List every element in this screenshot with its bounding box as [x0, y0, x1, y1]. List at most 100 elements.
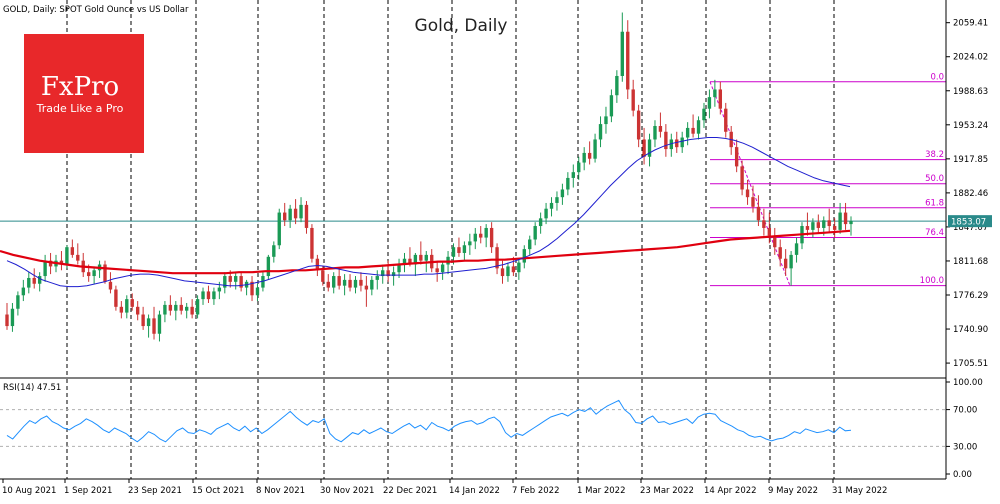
candle-body: [326, 281, 330, 288]
candle-body: [119, 306, 124, 313]
candle: [528, 235, 532, 255]
candle-body: [533, 226, 537, 240]
candle: [326, 274, 330, 292]
candle-body: [174, 304, 178, 311]
candle-body: [157, 314, 162, 334]
y-tick-label: 1776.29: [953, 291, 988, 301]
candle: [582, 147, 586, 171]
x-tick-label: 7 Feb 2022: [512, 486, 560, 496]
candle-body: [424, 254, 428, 261]
candle-body: [168, 304, 173, 311]
candle-body: [849, 221, 853, 225]
fxpro-logo: FxPro Trade Like a Pro: [24, 34, 144, 153]
candle-body: [549, 202, 554, 209]
candle: [255, 283, 260, 302]
candle-body: [76, 254, 80, 261]
current-price-box: [948, 215, 992, 228]
candle: [419, 241, 423, 265]
candle-body: [500, 268, 505, 277]
candle-body: [522, 249, 526, 263]
candle: [653, 120, 657, 148]
logo-background: [24, 34, 144, 153]
rsi-tick-label: 0.00: [953, 470, 972, 480]
candle-body: [816, 222, 821, 228]
candle: [849, 216, 853, 236]
candle: [740, 160, 744, 196]
candle: [239, 272, 243, 292]
candle-body: [805, 226, 810, 230]
candle: [615, 70, 619, 103]
candlestick-series: [5, 12, 853, 342]
candle: [479, 226, 483, 244]
candle: [435, 260, 439, 282]
candle: [288, 204, 292, 228]
candle: [838, 202, 842, 234]
candle-body: [653, 126, 657, 140]
candle: [609, 89, 614, 123]
candle-body: [843, 212, 848, 225]
fibonacci-retracement: 0.0 38.2 50.0 61.8 76.4 100.0: [709, 72, 946, 287]
candle: [212, 287, 216, 305]
candle: [685, 122, 690, 146]
candle: [577, 156, 581, 180]
candle-body: [713, 89, 717, 98]
candle-body: [675, 139, 679, 148]
fib-level-label: 50.0: [925, 174, 944, 184]
candle-body: [609, 95, 614, 117]
candle-body: [538, 218, 543, 227]
candle: [92, 266, 96, 284]
candle: [277, 208, 281, 250]
candle-body: [566, 177, 570, 190]
candle: [272, 241, 276, 263]
candle: [517, 258, 521, 280]
candle: [332, 272, 336, 294]
vertical-gridlines: [66, 0, 835, 378]
x-tick-label: 10 Aug 2021: [2, 486, 56, 496]
candle-body: [571, 172, 575, 178]
fib-level-label: 0.0: [930, 72, 944, 82]
candle-body: [506, 266, 510, 277]
rsi-axis: 100.00 70.00 30.00 0.00: [946, 378, 983, 480]
candle-body: [680, 137, 684, 148]
candle-body: [348, 279, 352, 288]
candle-body: [718, 89, 723, 109]
candle: [549, 197, 554, 217]
candle-body: [48, 260, 53, 267]
candle-body: [636, 110, 641, 140]
candle-body: [435, 268, 439, 273]
candle-body: [484, 227, 488, 238]
candle-body: [822, 220, 826, 228]
candle: [223, 272, 227, 294]
symbol-info: GOLD, Daily: SPOT Gold Ounce vs US Dolla…: [3, 5, 189, 15]
candle-body: [451, 247, 456, 257]
candle-body: [587, 152, 592, 159]
fib-level-label: 100.0: [920, 276, 944, 286]
candle: [381, 264, 385, 284]
candle-body: [631, 89, 635, 111]
candle: [353, 276, 358, 294]
candle: [560, 183, 565, 205]
candle: [391, 266, 396, 286]
candle: [762, 208, 766, 236]
candle-body: [544, 208, 548, 219]
candle: [37, 272, 42, 292]
candle-body: [577, 162, 581, 173]
moving-average-red: [0, 229, 851, 275]
candle: [489, 222, 494, 253]
candle: [713, 79, 717, 107]
candle-body: [141, 314, 145, 327]
candle-body: [413, 254, 418, 265]
candle-body: [5, 314, 9, 327]
candle: [593, 133, 597, 163]
candle-body: [43, 260, 47, 277]
x-tick-label: 14 Jan 2022: [449, 486, 500, 496]
candle: [76, 243, 80, 265]
rsi-tick-label: 70.00: [953, 406, 977, 416]
candle: [751, 185, 755, 213]
candle: [114, 285, 118, 311]
candle: [538, 212, 543, 234]
candle-body: [163, 304, 167, 315]
candle: [631, 79, 635, 117]
candle-body: [620, 31, 624, 76]
